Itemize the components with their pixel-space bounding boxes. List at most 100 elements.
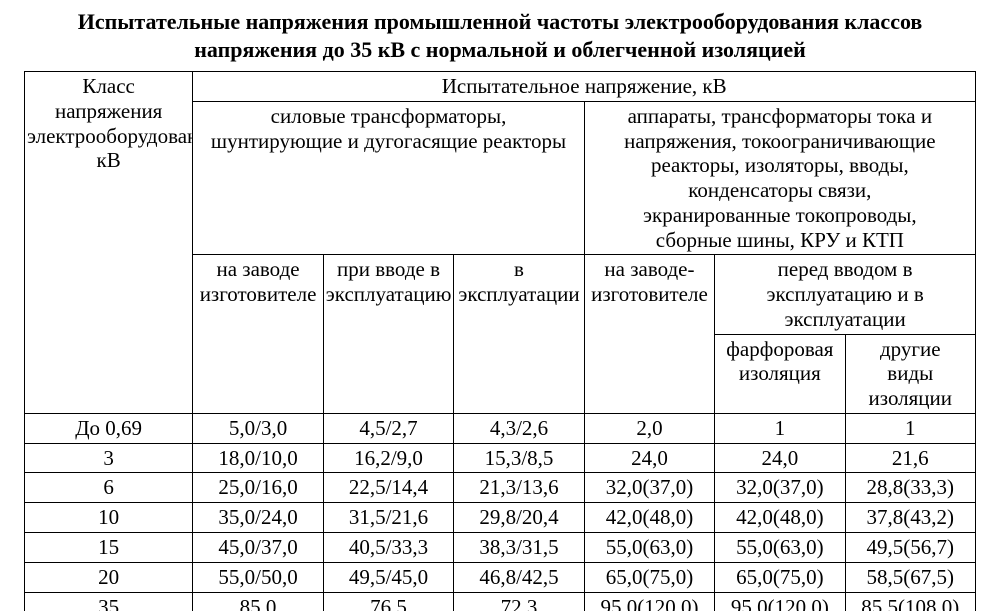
cell-c2: 35,0/24,0 xyxy=(193,503,323,533)
cell-c5: 95,0(120,0) xyxy=(584,592,714,611)
cell-c1: 3 xyxy=(25,443,193,473)
cell-c7: 85,5(108,0) xyxy=(845,592,975,611)
col-header-group-a: силовые трансформаторы, шунтирующие и ду… xyxy=(193,101,584,255)
hdr-c1-l3: кВ xyxy=(97,148,121,172)
hdr-top: Испытательное напряжение, кВ xyxy=(442,74,727,98)
cell-c1: 35 xyxy=(25,592,193,611)
cell-c6: 1 xyxy=(715,413,845,443)
cell-c7: 1 xyxy=(845,413,975,443)
cell-c4: 38,3/31,5 xyxy=(454,533,584,563)
cell-c2: 45,0/37,0 xyxy=(193,533,323,563)
cell-c3: 22,5/14,4 xyxy=(323,473,453,503)
cell-c4: 21,3/13,6 xyxy=(454,473,584,503)
cell-c4: 29,8/20,4 xyxy=(454,503,584,533)
hdr-b2b-l1: другие xyxy=(880,337,941,361)
table-row: До 0,69 5,0/3,0 4,5/2,7 4,3/2,6 2,0 1 1 xyxy=(25,413,976,443)
cell-c5: 2,0 xyxy=(584,413,714,443)
col-header-a2: при вводе в эксплуатацию xyxy=(323,255,453,414)
cell-c6: 95,0(120,0) xyxy=(715,592,845,611)
hdr-b2b-l3: изоляции xyxy=(869,386,953,410)
hdr-b1-l2: изготовителе xyxy=(591,282,708,306)
hdr-gb-l5: экранированные токопроводы, xyxy=(643,203,917,227)
table-row: 35 85,0 76,5 72,3 95,0(120,0) 95,0(120,0… xyxy=(25,592,976,611)
cell-c6: 32,0(37,0) xyxy=(715,473,845,503)
hdr-a2-l1: при вводе в xyxy=(337,257,440,281)
cell-c2: 25,0/16,0 xyxy=(193,473,323,503)
col-header-a1: на заводе изготовителе xyxy=(193,255,323,414)
cell-c2: 85,0 xyxy=(193,592,323,611)
col-header-b2b: другие виды изоляции xyxy=(845,334,975,413)
cell-c1: До 0,69 xyxy=(25,413,193,443)
test-voltages-table: Класс напряжения электрооборудования, кВ… xyxy=(24,71,976,611)
cell-c7: 58,5(67,5) xyxy=(845,562,975,592)
table-row: 10 35,0/24,0 31,5/21,6 29,8/20,4 42,0(48… xyxy=(25,503,976,533)
cell-c5: 65,0(75,0) xyxy=(584,562,714,592)
hdr-ga-l1: силовые трансформаторы, xyxy=(271,104,507,128)
table-row: 3 18,0/10,0 16,2/9,0 15,3/8,5 24,0 24,0 … xyxy=(25,443,976,473)
cell-c7: 37,8(43,2) xyxy=(845,503,975,533)
cell-c3: 76,5 xyxy=(323,592,453,611)
hdr-c1-l2: электрооборудования, xyxy=(27,124,193,148)
hdr-b2-l1: перед вводом в xyxy=(778,257,913,281)
cell-c7: 28,8(33,3) xyxy=(845,473,975,503)
title-line-1: Испытательные напряжения промышленной ча… xyxy=(78,9,923,34)
col-header-b2a: фарфоровая изоляция xyxy=(715,334,845,413)
hdr-b2a-l1: фарфоровая xyxy=(726,337,833,361)
hdr-b2b-l2: виды xyxy=(887,361,933,385)
cell-c6: 65,0(75,0) xyxy=(715,562,845,592)
col-header-b2: перед вводом в эксплуатацию и в эксплуат… xyxy=(715,255,976,334)
cell-c6: 55,0(63,0) xyxy=(715,533,845,563)
cell-c4: 72,3 xyxy=(454,592,584,611)
cell-c2: 5,0/3,0 xyxy=(193,413,323,443)
cell-c7: 21,6 xyxy=(845,443,975,473)
table-row: 15 45,0/37,0 40,5/33,3 38,3/31,5 55,0(63… xyxy=(25,533,976,563)
cell-c1: 6 xyxy=(25,473,193,503)
hdr-b2a-l2: изоляция xyxy=(739,361,821,385)
cell-c7: 49,5(56,7) xyxy=(845,533,975,563)
col-header-group-b: аппараты, трансформаторы тока и напряжен… xyxy=(584,101,975,255)
cell-c1: 20 xyxy=(25,562,193,592)
cell-c5: 42,0(48,0) xyxy=(584,503,714,533)
hdr-gb-l6: сборные шины, КРУ и КТП xyxy=(656,228,904,252)
cell-c5: 24,0 xyxy=(584,443,714,473)
hdr-b2-l3: эксплуатации xyxy=(784,307,905,331)
hdr-ga-l2: шунтирующие и дугогасящие реакторы xyxy=(211,129,566,153)
col-header-b1: на заводе- изготовителе xyxy=(584,255,714,414)
cell-c4: 46,8/42,5 xyxy=(454,562,584,592)
cell-c6: 24,0 xyxy=(715,443,845,473)
hdr-b2-l2: эксплуатацию и в xyxy=(766,282,923,306)
cell-c2: 55,0/50,0 xyxy=(193,562,323,592)
hdr-a3-l2: эксплуатации xyxy=(458,282,579,306)
hdr-a2-l2: эксплуатацию xyxy=(326,282,452,306)
hdr-a1-l1: на заводе xyxy=(216,257,299,281)
cell-c1: 10 xyxy=(25,503,193,533)
hdr-a1-l2: изготовителе xyxy=(200,282,317,306)
table-row: 20 55,0/50,0 49,5/45,0 46,8/42,5 65,0(75… xyxy=(25,562,976,592)
col-header-class: Класс напряжения электрооборудования, кВ xyxy=(25,72,193,414)
hdr-gb-l4: конденсаторы связи, xyxy=(688,178,871,202)
cell-c5: 32,0(37,0) xyxy=(584,473,714,503)
table-row: 6 25,0/16,0 22,5/14,4 21,3/13,6 32,0(37,… xyxy=(25,473,976,503)
hdr-gb-l1: аппараты, трансформаторы тока и xyxy=(628,104,933,128)
hdr-c1-l1: Класс напряжения xyxy=(55,74,162,123)
hdr-b1-l1: на заводе- xyxy=(604,257,694,281)
hdr-gb-l3: реакторы, изоляторы, вводы, xyxy=(651,153,909,177)
cell-c3: 40,5/33,3 xyxy=(323,533,453,563)
cell-c2: 18,0/10,0 xyxy=(193,443,323,473)
cell-c3: 16,2/9,0 xyxy=(323,443,453,473)
cell-c3: 4,5/2,7 xyxy=(323,413,453,443)
page-title: Испытательные напряжения промышленной ча… xyxy=(24,8,976,63)
hdr-a3-l1: в xyxy=(514,257,524,281)
cell-c1: 15 xyxy=(25,533,193,563)
cell-c4: 15,3/8,5 xyxy=(454,443,584,473)
table-head: Класс напряжения электрооборудования, кВ… xyxy=(25,72,976,414)
table-body: До 0,69 5,0/3,0 4,5/2,7 4,3/2,6 2,0 1 1 … xyxy=(25,413,976,611)
cell-c3: 31,5/21,6 xyxy=(323,503,453,533)
title-line-2: напряжения до 35 кВ с нормальной и облег… xyxy=(194,37,806,62)
cell-c3: 49,5/45,0 xyxy=(323,562,453,592)
cell-c4: 4,3/2,6 xyxy=(454,413,584,443)
cell-c5: 55,0(63,0) xyxy=(584,533,714,563)
col-header-a3: в эксплуатации xyxy=(454,255,584,414)
hdr-gb-l2: напряжения, токоограничивающие xyxy=(624,129,936,153)
cell-c6: 42,0(48,0) xyxy=(715,503,845,533)
